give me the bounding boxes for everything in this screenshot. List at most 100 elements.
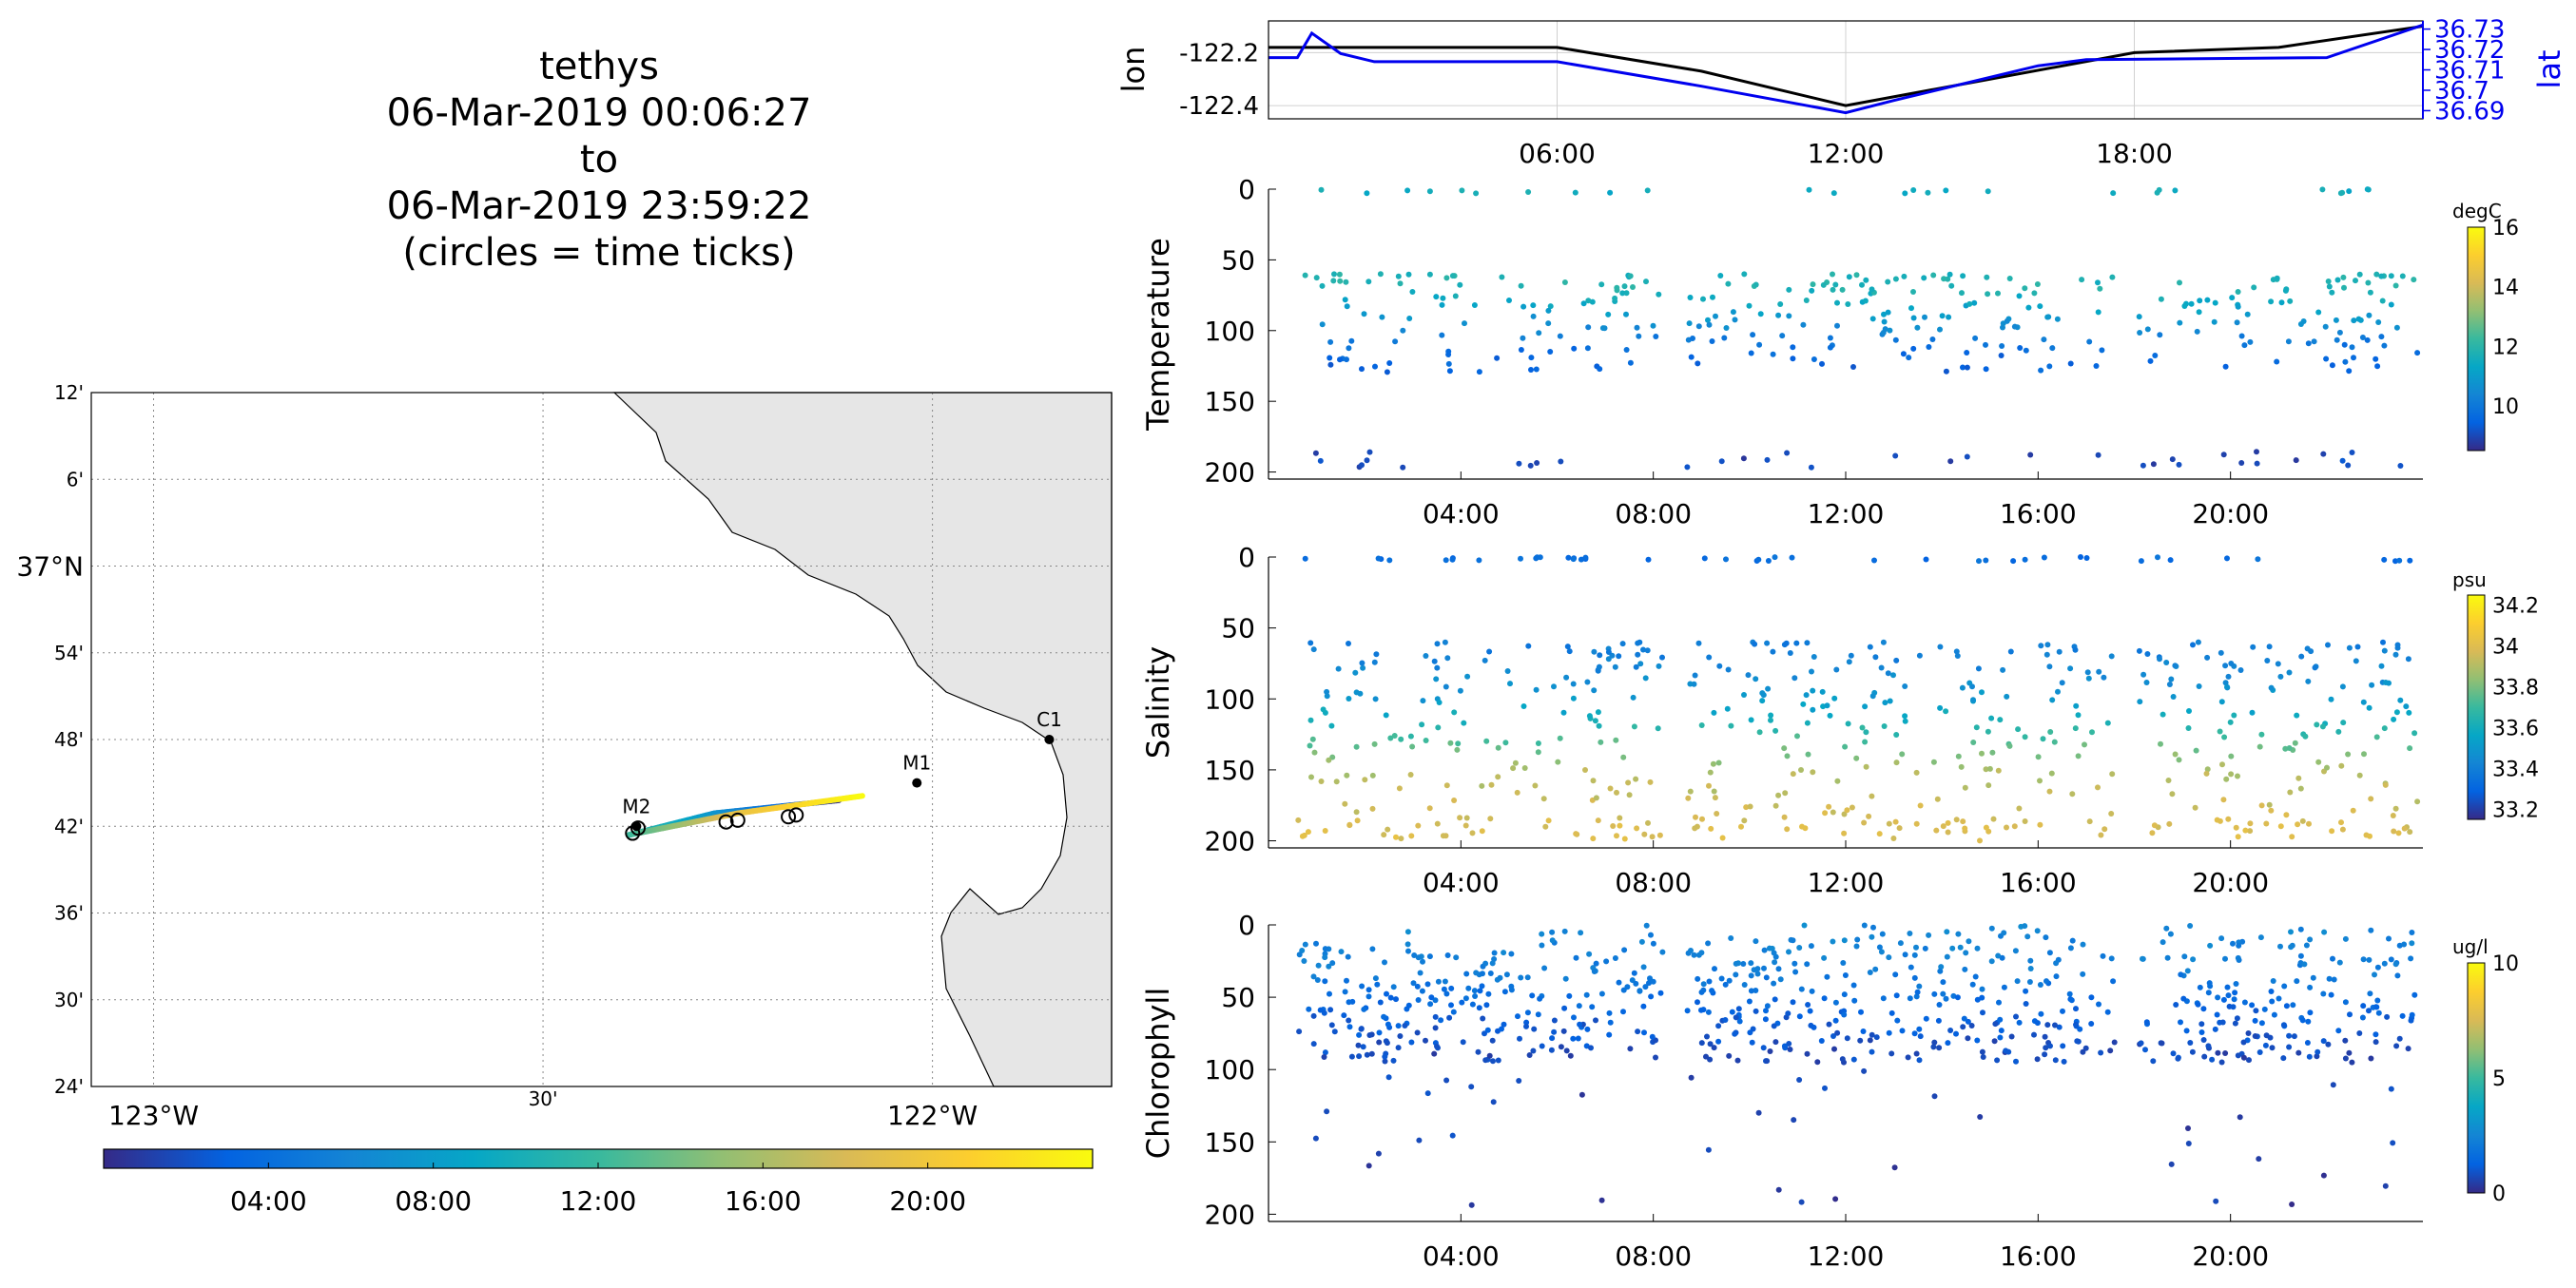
data-point xyxy=(1821,954,1828,961)
data-point xyxy=(2375,1009,2382,1016)
data-point xyxy=(2319,723,2326,730)
data-point xyxy=(2007,648,2014,655)
data-point xyxy=(1913,993,1920,1000)
data-point xyxy=(1530,313,1537,319)
data-point xyxy=(2378,663,2385,669)
x-tick-label: 20:00 xyxy=(2192,867,2269,898)
data-point xyxy=(1971,299,1978,306)
data-point xyxy=(2407,745,2413,752)
data-point xyxy=(1986,765,1993,772)
data-point xyxy=(1322,978,1328,985)
data-point xyxy=(1806,186,1812,193)
data-point xyxy=(1834,778,1841,784)
data-point xyxy=(2072,646,2079,653)
data-point xyxy=(1781,814,1788,820)
data-point xyxy=(1310,646,1317,653)
data-point xyxy=(2037,821,2043,828)
data-point xyxy=(1495,1057,1501,1064)
data-point xyxy=(1756,729,1763,736)
data-point xyxy=(1709,338,1715,344)
data-point xyxy=(2346,644,2353,651)
data-point xyxy=(2269,998,2276,1005)
data-point xyxy=(1612,955,1618,961)
data-point xyxy=(1487,816,1494,822)
data-point xyxy=(1953,648,1960,655)
data-point xyxy=(1424,981,1431,988)
data-point xyxy=(2353,658,2359,664)
data-point xyxy=(1796,945,1803,951)
data-point xyxy=(1916,1026,1923,1032)
data-point xyxy=(1704,1033,1710,1040)
data-point xyxy=(2294,712,2300,719)
data-point xyxy=(1709,988,1715,994)
data-point xyxy=(1741,692,1747,698)
colorbar-tick-label: 08:00 xyxy=(395,1185,472,1217)
data-point xyxy=(1472,993,1479,999)
data-point xyxy=(1784,753,1791,759)
data-point xyxy=(1566,992,1573,999)
data-point xyxy=(1930,759,1937,765)
data-point xyxy=(1861,819,1868,826)
colorbar-tick-label: 34 xyxy=(2492,636,2519,660)
data-point xyxy=(2111,1039,2118,1046)
data-point xyxy=(1810,769,1816,776)
data-point xyxy=(2350,807,2356,814)
data-point xyxy=(2258,802,2265,809)
data-point xyxy=(1499,274,1505,280)
station-label: M1 xyxy=(902,752,931,775)
data-point xyxy=(2052,1022,2058,1028)
data-point xyxy=(1457,687,1463,694)
data-point xyxy=(1688,948,1694,953)
data-point xyxy=(2285,338,2292,345)
data-point xyxy=(1582,767,1588,773)
data-point xyxy=(1790,344,1796,351)
data-point xyxy=(1688,1074,1695,1081)
data-point xyxy=(2207,942,2214,949)
data-point xyxy=(1420,958,1425,965)
data-point xyxy=(2315,759,2322,765)
data-point xyxy=(1811,654,1817,660)
data-point xyxy=(1830,271,1835,278)
data-point xyxy=(1955,931,1962,937)
data-point xyxy=(1322,828,1328,834)
data-point xyxy=(1911,952,1918,958)
data-point xyxy=(1364,1051,1370,1058)
data-point xyxy=(1322,946,1328,952)
data-point xyxy=(1782,790,1789,797)
data-point xyxy=(2395,830,2402,836)
data-point xyxy=(1740,961,1747,967)
data-point xyxy=(2287,789,2294,796)
data-point xyxy=(2407,557,2413,564)
data-point xyxy=(2294,978,2300,985)
data-point xyxy=(1548,1047,1555,1053)
data-point xyxy=(1695,999,1700,1006)
data-point xyxy=(1595,817,1601,824)
data-point xyxy=(1646,980,1652,987)
y-tick-label: 150 xyxy=(1205,755,1255,786)
data-point xyxy=(1653,334,1659,339)
data-point xyxy=(1869,933,1875,940)
data-point xyxy=(2220,452,2227,458)
data-point xyxy=(1508,987,1515,993)
data-point xyxy=(1706,978,1713,985)
y-tick-label: 100 xyxy=(1205,683,1255,715)
data-point xyxy=(2023,347,2029,354)
data-point xyxy=(1627,273,1634,279)
data-point xyxy=(2046,950,2053,956)
data-point xyxy=(1886,820,1892,827)
data-point xyxy=(1867,644,1873,650)
data-point xyxy=(2073,702,2080,709)
data-point xyxy=(2190,956,2197,963)
data-point xyxy=(1518,282,1524,289)
data-point xyxy=(1700,296,1706,302)
data-point xyxy=(1885,309,1891,316)
data-point xyxy=(1566,648,1573,655)
temperature-panel: 04:00 08:00 12:00 16:00 20:00050100150200Tem… xyxy=(1140,174,2519,529)
data-point xyxy=(1959,290,1965,297)
data-point xyxy=(1312,450,1319,456)
data-point xyxy=(1910,315,1917,321)
data-point xyxy=(2095,279,2101,286)
data-point xyxy=(2228,661,2235,666)
data-point xyxy=(2342,935,2349,942)
data-point xyxy=(1656,663,1662,669)
